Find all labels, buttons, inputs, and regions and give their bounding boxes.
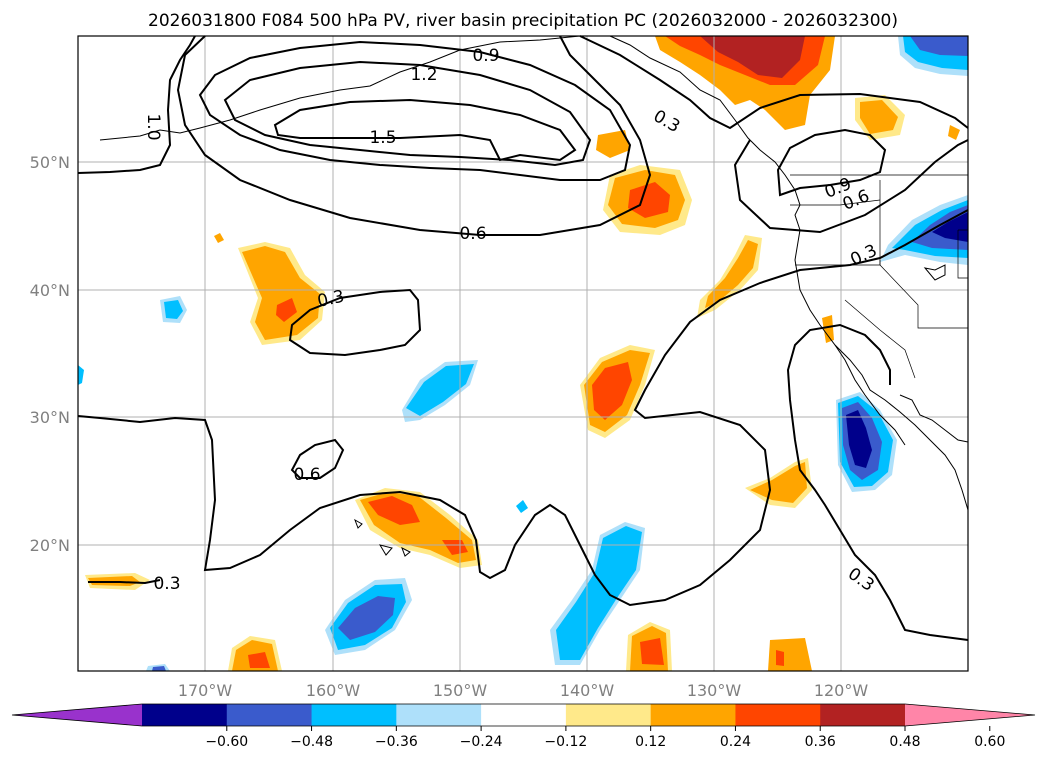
longitude-labels: 170°W 160°W 150°W 140°W 130°W 120°W [178, 681, 869, 700]
colorbar-tick-label: −0.36 [375, 734, 418, 750]
colorbar-tick-label: 0.36 [805, 734, 836, 750]
precip-negative-area [910, 36, 968, 56]
lon-label: 120°W [814, 681, 869, 700]
lat-label: 30°N [30, 408, 70, 427]
colorbar-segment [820, 704, 906, 726]
pv-contour-0.3 [786, 323, 969, 641]
contour-label: 0.3 [153, 574, 180, 594]
precip-negative-area [406, 364, 474, 416]
pv-contour-0.3 [77, 35, 196, 174]
pv-contour-1.5 [273, 98, 577, 162]
lat-label: 50°N [30, 153, 70, 172]
precip-positive-core [442, 540, 468, 555]
precip-positive-core [776, 650, 784, 666]
colorbar: −0.60 −0.48 −0.36 −0.24 −0.12 0.12 0.24 0.36 0.4… [11, 703, 1036, 750]
pv-contours [77, 35, 969, 641]
precip-negative-area [338, 596, 395, 640]
colorbar-segment [735, 704, 821, 726]
ocean-background [78, 36, 968, 671]
precip-positive-area [948, 125, 960, 140]
precip-negative-area [152, 666, 166, 671]
precip-positive-max [700, 36, 805, 78]
contour-label: 1.2 [410, 65, 437, 85]
precip-positive-area [214, 233, 224, 243]
precip-positive-area [768, 638, 812, 671]
lon-label: 130°W [687, 681, 742, 700]
pv-contour-0.6 [733, 139, 969, 234]
latitude-labels: 50°N 40°N 30°N 20°N [30, 153, 70, 555]
lat-label: 20°N [30, 536, 70, 555]
map-frame [77, 35, 969, 672]
colorbar-tick-label: −0.24 [460, 734, 503, 750]
precip-negative-area [164, 300, 183, 319]
pv-contour-0.3 [579, 35, 969, 130]
pv-contour-0.9 [198, 40, 632, 181]
precip-positive-area [596, 130, 630, 158]
precip-positive-area [750, 462, 807, 503]
colorbar-extend-min [12, 704, 142, 726]
pv-contour-0.6 [290, 438, 345, 479]
precip-positive-core [248, 652, 270, 668]
colorbar-tick-label: 0.12 [635, 734, 666, 750]
colorbar-segment [396, 704, 482, 726]
colorbar-tick-label: 0.60 [974, 734, 1005, 750]
precip-positive-area [822, 315, 834, 343]
pv-contour-0.6 [176, 35, 652, 236]
pv-contour-0.9 [776, 128, 887, 197]
colorbar-segment [650, 704, 736, 726]
precip-negative-area [516, 500, 528, 513]
precip-positive-area [242, 246, 320, 340]
contour-label: 0.6 [293, 465, 320, 485]
colorbar-tick-label: −0.12 [544, 734, 587, 750]
map-panel: 0.9 1.2 1.5 0.3 0.6 0.3 0.9 0.6 0.3 0.6 … [77, 35, 969, 672]
colorbar-segment [311, 704, 397, 726]
precip-negative-area [78, 365, 84, 385]
pv-contour-0.3 [88, 579, 161, 585]
precip-positive-core [276, 298, 297, 322]
precip-positive-area [860, 100, 898, 134]
pv-contour-0.3 [77, 209, 969, 607]
contour-label: 0.9 [472, 46, 499, 66]
colorbar-tick-label: −0.48 [290, 734, 333, 750]
colorbar-tick-label: 0.48 [889, 734, 920, 750]
colorbar-segment [142, 704, 228, 726]
colorbar-extend-max [905, 704, 1035, 726]
lon-label: 150°W [433, 681, 488, 700]
contour-label: 1.0 [143, 113, 163, 140]
precip-negative-core [932, 212, 968, 242]
lat-label: 40°N [30, 281, 70, 300]
precip-positive-area [705, 240, 758, 308]
precip-positive-core [640, 638, 664, 665]
coastlines [99, 35, 969, 557]
lon-label: 140°W [560, 681, 615, 700]
precip-negative-area [556, 526, 642, 660]
precip-positive-core [628, 182, 670, 218]
lon-label: 160°W [306, 681, 361, 700]
contour-label: 0.6 [459, 224, 486, 244]
precip-negative-core [846, 410, 872, 468]
precip-positive-core [368, 496, 420, 525]
colorbar-tick-label: −0.60 [205, 734, 248, 750]
colorbar-segment [481, 704, 567, 726]
colorbar-segment [565, 704, 652, 726]
pv-contour-1.2 [223, 60, 592, 167]
pv-contour-0.3 [288, 288, 422, 357]
colorbar-outline [11, 703, 1036, 727]
lon-label: 170°W [178, 681, 233, 700]
contour-label: 1.5 [369, 128, 396, 148]
colorbar-tick-label: 0.24 [720, 734, 751, 750]
precip-positive-core [592, 362, 632, 420]
colorbar-segment [226, 704, 313, 726]
figure-title: 2026031800 F084 500 hPa PV, river basin … [148, 11, 898, 31]
